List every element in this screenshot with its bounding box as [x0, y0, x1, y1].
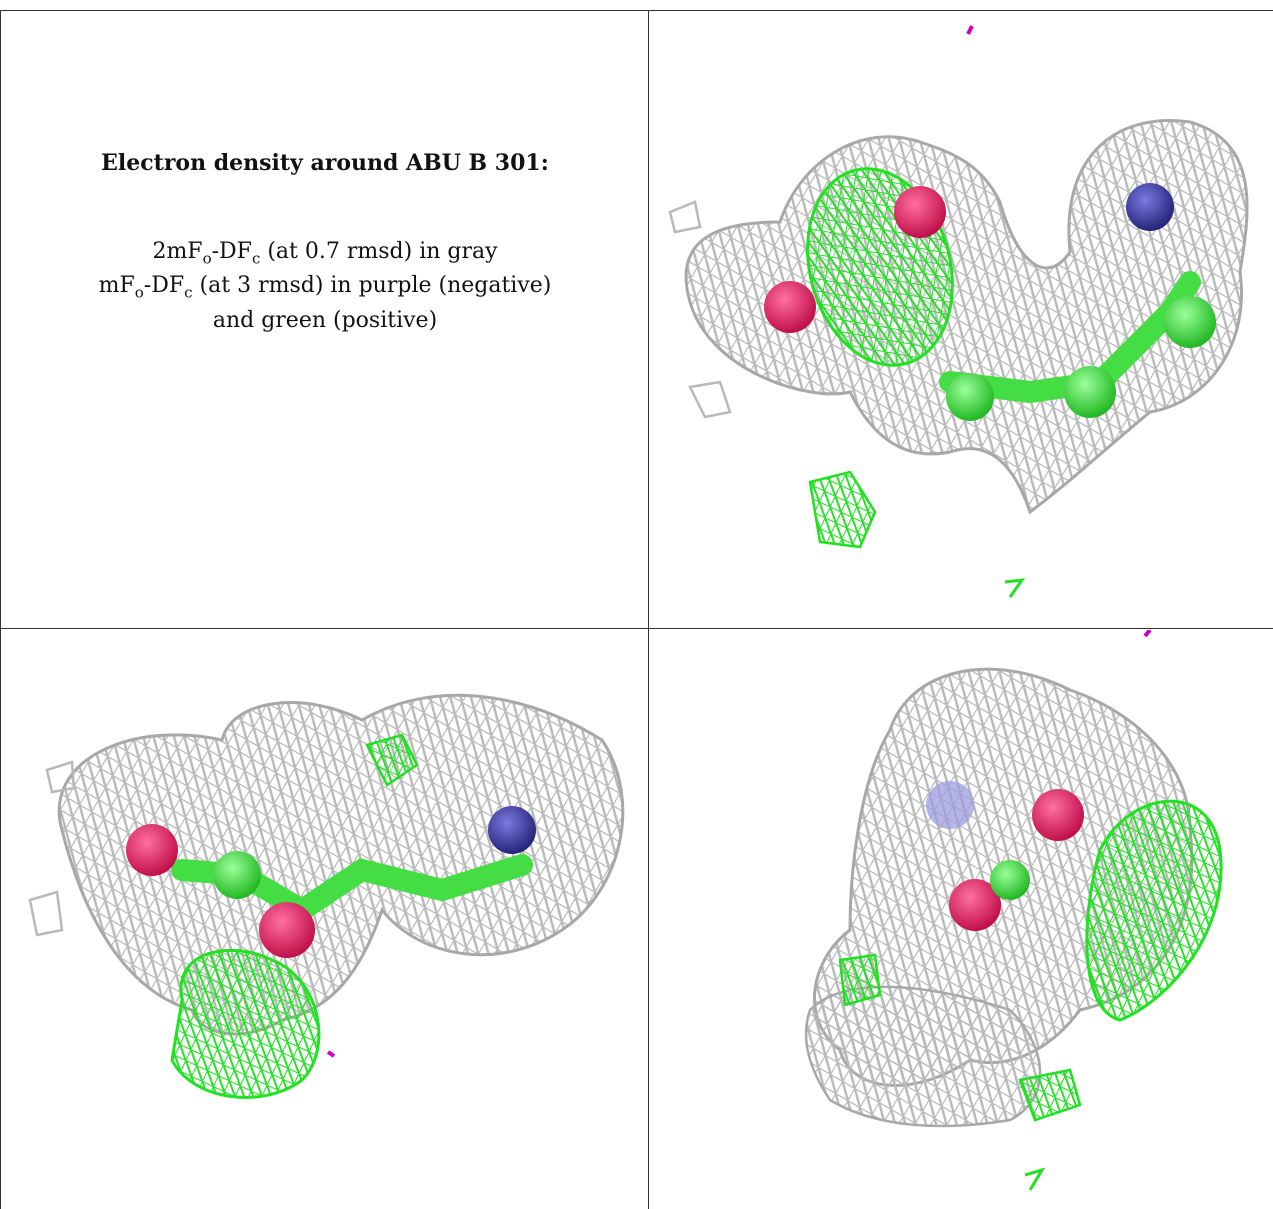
- grid-left-border: [0, 10, 1, 1209]
- carbon-atom: [990, 860, 1030, 900]
- caption-text: -DF: [211, 239, 252, 264]
- purple-fragment: [326, 1050, 336, 1058]
- caption-text: (at 3 rmsd) in purple (negative): [192, 273, 552, 299]
- carbon-atom: [213, 851, 261, 899]
- oxygen-atom: [126, 824, 178, 876]
- carbon-atom: [946, 373, 994, 421]
- carbon-atom: [1064, 366, 1116, 418]
- grid-horizontal-divider: [0, 628, 1273, 629]
- caption-sub: c: [251, 249, 261, 268]
- gray-mesh-fragment: [668, 200, 702, 234]
- caption-line-gray: 2mFo-DFc (at 0.7 rmsd) in gray: [10, 238, 640, 272]
- density-view-top-right: [650, 12, 1272, 627]
- green-positive-blob: [365, 733, 419, 787]
- oxygen-atom: [259, 902, 315, 958]
- caption-sub: o: [202, 249, 212, 268]
- grid-vertical-divider: [648, 10, 649, 1209]
- caption-line-green: and green (positive): [212, 307, 438, 333]
- purple-fragment: [1143, 630, 1152, 638]
- green-fragment: [1004, 578, 1026, 598]
- nitrogen-atom: [1126, 183, 1174, 231]
- gray-mesh-fragment: [28, 890, 64, 937]
- caption-text: 2mF: [152, 239, 203, 264]
- caption-line-diff: mFo-DFc (at 3 rmsd) in purple (negative): [10, 272, 640, 306]
- caption-text: (at 0.7 rmsd) in gray: [260, 239, 498, 264]
- purple-fragment: [966, 25, 974, 35]
- gray-density-mesh-lower: [804, 985, 1042, 1128]
- density-view-bottom-left: [2, 630, 646, 1208]
- green-positive-mesh: [1085, 799, 1223, 1022]
- gray-mesh-fragment: [45, 760, 76, 794]
- carbon-atom: [1164, 296, 1216, 348]
- caption-sub: c: [184, 283, 193, 302]
- nitrogen-atom: [926, 781, 974, 829]
- oxygen-atom: [764, 281, 816, 333]
- green-positive-mesh: [170, 948, 321, 1099]
- green-positive-blob: [808, 470, 877, 549]
- caption-panel: Electron density around ABU B 301: 2mFo-…: [10, 150, 640, 335]
- green-positive-blob: [838, 953, 882, 1007]
- oxygen-atom: [949, 879, 1001, 931]
- density-view-bottom-right: [650, 630, 1272, 1208]
- nitrogen-atom: [488, 806, 536, 854]
- caption-text: mF: [98, 273, 135, 299]
- caption-text: -DF: [143, 273, 185, 299]
- green-fragment: [1024, 1167, 1046, 1191]
- green-positive-blob: [1018, 1068, 1082, 1122]
- caption-sub: o: [134, 283, 144, 302]
- grid-top-border: [0, 10, 1273, 11]
- caption-title: Electron density around ABU B 301:: [101, 150, 549, 176]
- gray-mesh-fragment: [688, 380, 732, 419]
- oxygen-atom: [894, 186, 946, 238]
- oxygen-atom: [1032, 789, 1084, 841]
